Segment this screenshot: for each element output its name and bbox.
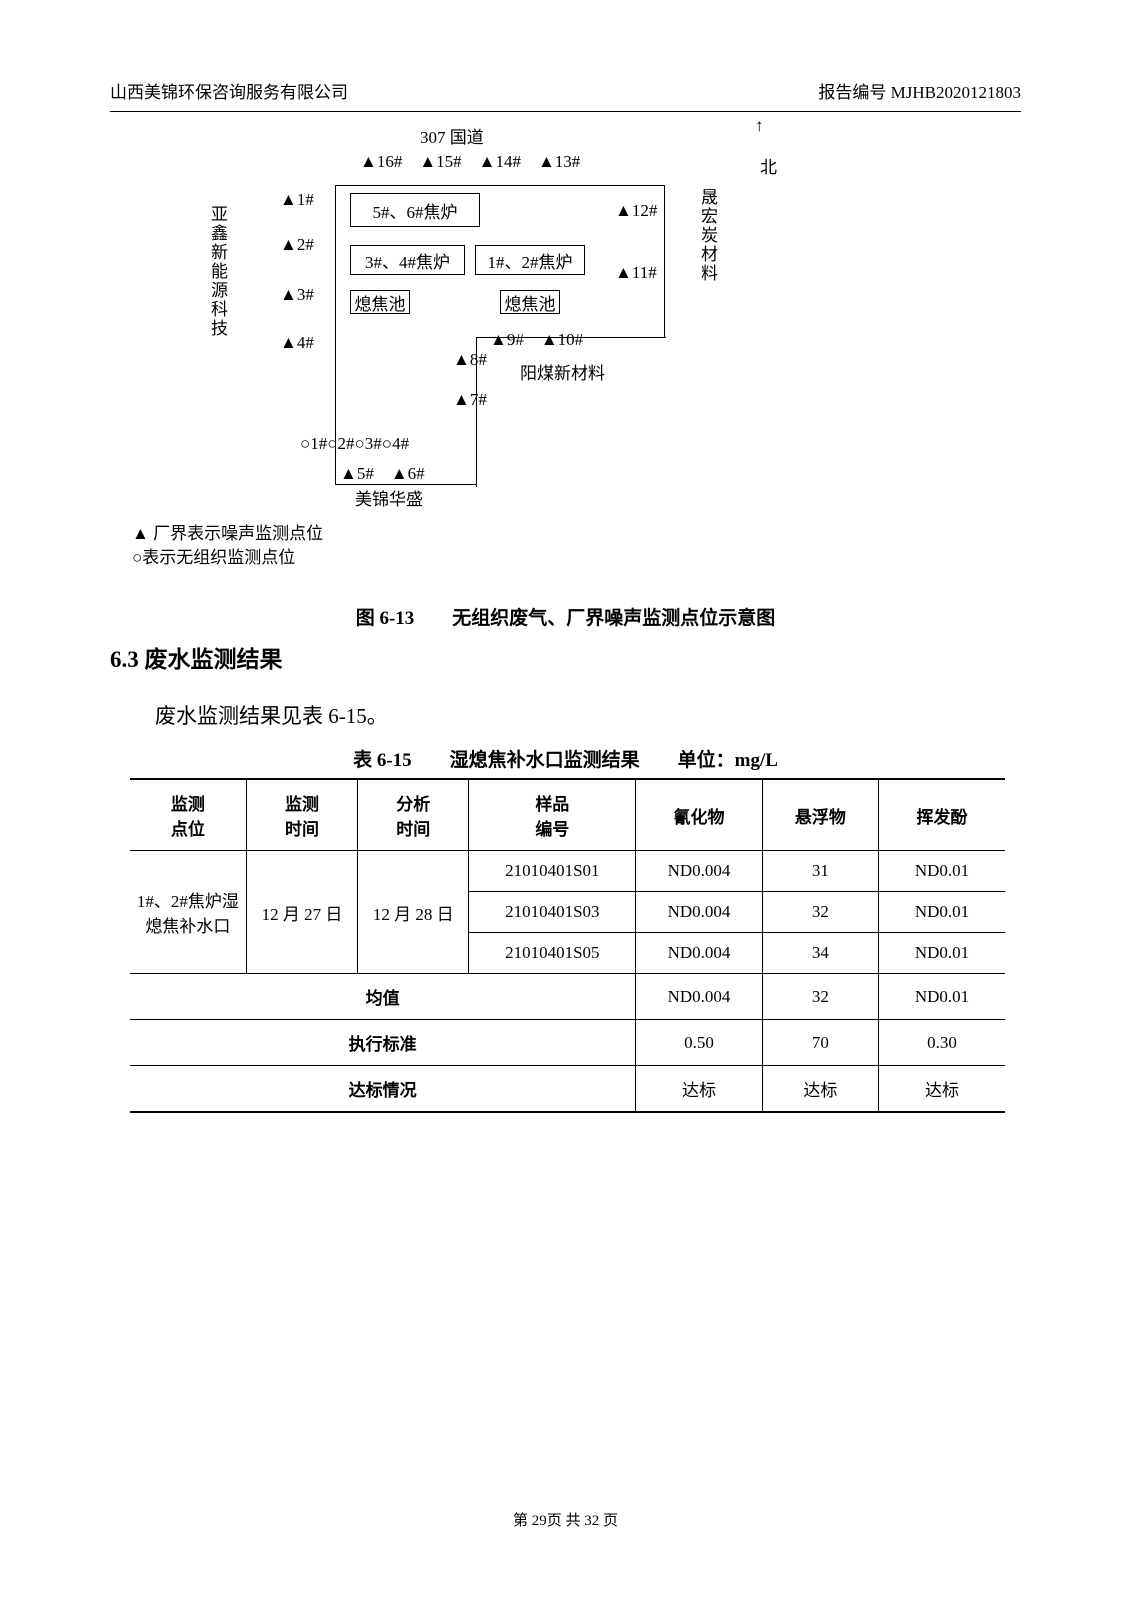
- point-8: ▲8#: [453, 350, 487, 370]
- avg-label: 均值: [130, 974, 636, 1020]
- paragraph: 废水监测结果见表 6-15。: [155, 700, 388, 730]
- point-9-10: ▲9# ▲10#: [490, 325, 583, 350]
- comp-label: 达标情况: [130, 1066, 636, 1113]
- point-11: ▲11#: [615, 263, 657, 283]
- header-report-no: 报告编号 MJHB2020121803: [818, 78, 1021, 103]
- std-phenol: 0.30: [879, 1020, 1005, 1066]
- cell-cn: ND0.004: [636, 933, 762, 974]
- page-header: 山西美锦环保咨询服务有限公司 报告编号 MJHB2020121803: [110, 78, 1021, 112]
- quench-pool-2: 熄焦池: [500, 290, 560, 314]
- furnace-56: 5#、6#焦炉: [350, 193, 480, 227]
- th-point: 监测 点位: [130, 779, 246, 851]
- avg-ss: 32: [762, 974, 878, 1020]
- cell-phenol: ND0.01: [879, 892, 1005, 933]
- figure-caption: 图 6-13 无组织废气、厂界噪声监测点位示意图: [0, 603, 1131, 630]
- th-phenol: 挥发酚: [879, 779, 1005, 851]
- north-label: 北: [760, 153, 777, 178]
- furnace-34: 3#、4#焦炉: [350, 245, 465, 275]
- comp-ss: 达标: [762, 1066, 878, 1113]
- road-label: 307 国道: [420, 123, 484, 148]
- meijin-label: 美锦华盛: [355, 485, 423, 510]
- point-2: ▲2#: [280, 235, 314, 255]
- cell-sample: 21010401S03: [469, 892, 636, 933]
- cell-monitor-time: 12 月 27 日: [246, 851, 357, 974]
- furnace-12: 1#、2#焦炉: [475, 245, 585, 275]
- diagram-legend: ▲ 厂界表示噪声监测点位 ○表示无组织监测点位: [132, 522, 323, 570]
- avg-phenol: ND0.01: [879, 974, 1005, 1020]
- legend-line-2: ○表示无组织监测点位: [132, 546, 323, 570]
- th-cyanide: 氰化物: [636, 779, 762, 851]
- circle-points: ○1#○2#○3#○4#: [300, 434, 409, 454]
- right-company: 晟宏炭材料: [695, 188, 720, 283]
- table-caption: 表 6-15 湿熄焦补水口监测结果 单位：mg/L: [0, 745, 1131, 772]
- th-analysis-time: 分析 时间: [358, 779, 469, 851]
- avg-cn: ND0.004: [636, 974, 762, 1020]
- point-12: ▲12#: [615, 201, 657, 221]
- std-label: 执行标准: [130, 1020, 636, 1066]
- comp-phenol: 达标: [879, 1066, 1005, 1113]
- quench-pool-1: 熄焦池: [350, 290, 410, 314]
- std-ss: 70: [762, 1020, 878, 1066]
- yangmei-label: 阳煤新材料: [520, 359, 605, 384]
- th-monitor-time: 监测 时间: [246, 779, 357, 851]
- cell-sample: 21010401S05: [469, 933, 636, 974]
- point-3: ▲3#: [280, 285, 314, 305]
- point-4: ▲4#: [280, 333, 314, 353]
- header-company: 山西美锦环保咨询服务有限公司: [110, 78, 348, 103]
- cell-ss: 32: [762, 892, 878, 933]
- std-cn: 0.50: [636, 1020, 762, 1066]
- left-company: 亚鑫新能源科技: [205, 205, 230, 338]
- point-7: ▲7#: [453, 390, 487, 410]
- point-1: ▲1#: [280, 190, 314, 210]
- page-footer: 第 29页 共 32 页: [0, 1509, 1131, 1530]
- monitoring-diagram: 307 国道 ▲16# ▲15# ▲14# ▲13# ↑ 北 亚鑫新能源科技 晟…: [220, 115, 900, 525]
- results-table: 监测 点位 监测 时间 分析 时间 样品 编号 氰化物 悬浮物 挥发酚 1#、2…: [130, 778, 1005, 1113]
- comp-cn: 达标: [636, 1066, 762, 1113]
- th-sample: 样品 编号: [469, 779, 636, 851]
- section-heading: 6.3 废水监测结果: [110, 640, 283, 674]
- cell-cn: ND0.004: [636, 851, 762, 892]
- cell-point: 1#、2#焦炉湿熄焦补水口: [130, 851, 246, 974]
- top-points: ▲16# ▲15# ▲14# ▲13#: [360, 147, 580, 172]
- cell-ss: 34: [762, 933, 878, 974]
- cell-phenol: ND0.01: [879, 933, 1005, 974]
- cell-analysis-time: 12 月 28 日: [358, 851, 469, 974]
- cell-sample: 21010401S01: [469, 851, 636, 892]
- th-ss: 悬浮物: [762, 779, 878, 851]
- point-5-6: ▲5# ▲6#: [340, 459, 425, 484]
- cell-cn: ND0.004: [636, 892, 762, 933]
- legend-line-1: ▲ 厂界表示噪声监测点位: [132, 522, 323, 546]
- cell-phenol: ND0.01: [879, 851, 1005, 892]
- north-arrow-icon: ↑: [755, 118, 764, 133]
- cell-ss: 31: [762, 851, 878, 892]
